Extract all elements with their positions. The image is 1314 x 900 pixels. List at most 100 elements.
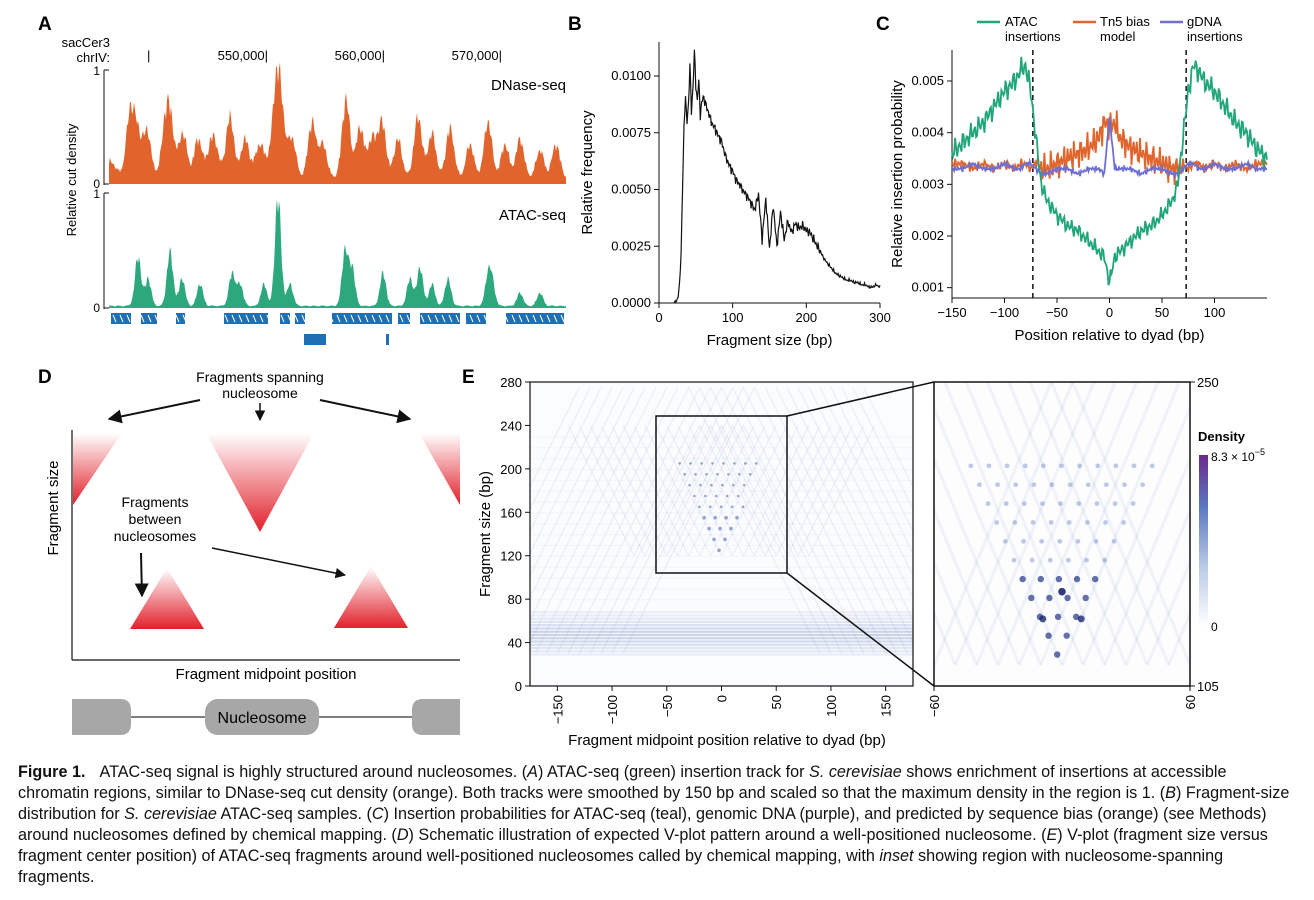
gene-block: [466, 313, 486, 324]
colorbar-title: Density: [1198, 429, 1246, 444]
heatmap-band: [530, 633, 913, 637]
caption-text: ATAC-seq signal is highly structured aro…: [18, 763, 1289, 886]
vplot-axes: −150 −100 −50 0 50 100 150 0 40 80 120 160 200 240 280: [500, 375, 893, 724]
x-tick-label: −150: [550, 695, 565, 724]
inset-region-box: [655, 415, 788, 574]
panel-a: A sacCer3 chrIV: | 550,000| 560,000| 570…: [38, 14, 566, 345]
heatmap-stripe: [797, 425, 865, 556]
inset-spot: [986, 463, 992, 469]
y-tick-label: 0.0000: [611, 295, 651, 310]
heatmap-band: [530, 479, 913, 481]
y-tick-label: 0.002: [911, 228, 944, 243]
gene-strand-mark: [168, 314, 173, 323]
heatmap-stripe: [530, 387, 657, 644]
gene-strand-mark: [329, 314, 334, 323]
heatmap-spot: [741, 505, 745, 509]
heatmap-spot: [702, 515, 707, 520]
inset-stripe: [934, 455, 1021, 666]
heatmap-band: [530, 614, 913, 617]
gene-block: [176, 313, 185, 324]
heatmap-stripe: [655, 425, 723, 556]
heatmap-stripe: [709, 387, 843, 654]
arrow-right: [319, 399, 412, 424]
gene-strand-mark: [294, 314, 299, 323]
heatmap-band: [530, 640, 913, 643]
heatmap-band: [530, 523, 913, 525]
caption-segment: ) ATAC-seq (green) insertion track for: [537, 763, 810, 781]
gene-strand-mark: [441, 314, 446, 323]
heatmap-spot: [735, 515, 739, 520]
heatmap-stripe: [852, 387, 913, 511]
inset-spot: [1021, 538, 1026, 544]
inset-spot: [1040, 463, 1046, 469]
inset-spot: [1021, 501, 1027, 506]
caption-segment: B: [1165, 784, 1176, 802]
inset-spot: [1003, 501, 1009, 506]
between-label: between: [129, 511, 182, 527]
colorbar: [1199, 455, 1208, 627]
v-shape-center: [206, 433, 314, 532]
heatmap-stripe: [633, 425, 701, 556]
inset-spot: [1076, 501, 1082, 506]
zoom-line-bottom: [786, 572, 935, 687]
inset-spot: [1077, 463, 1082, 469]
legend-label: insertions: [1187, 29, 1243, 44]
heatmap-spot: [722, 462, 725, 465]
heatmap-spot: [708, 505, 712, 509]
panel-b-letter: B: [568, 14, 582, 35]
gene-strand-mark: [140, 314, 145, 323]
colorbar-max-exponent: −5: [1255, 447, 1265, 457]
atac-ymin: 0: [93, 301, 100, 315]
panel-d: D Fragments spanning nucleosome Fragment…: [38, 367, 460, 735]
heatmap-spot: [717, 548, 721, 553]
inset-stripe: [1103, 455, 1190, 666]
caption-segment: ) Schematic illustration of expected V-p…: [408, 826, 1047, 844]
heatmap-band: [530, 637, 913, 640]
caption-segment: A: [527, 763, 538, 781]
gene-strand-mark: [203, 314, 208, 323]
inset-stripe: [934, 609, 957, 666]
inset-spot: [1103, 482, 1109, 488]
heatmap-spot: [699, 483, 702, 487]
gene-strand-mark: [147, 314, 152, 323]
legend-label: Tn5 bias: [1100, 14, 1150, 29]
inset-spot: [1066, 557, 1071, 563]
x-tick-label: 300: [869, 310, 891, 325]
panel-a-ylabel: Relative cut density: [64, 123, 79, 236]
legend-label: gDNA: [1187, 14, 1222, 29]
inset-spot: [1012, 520, 1018, 525]
legend-gdna: gDNA insertions: [1160, 14, 1243, 44]
heatmap-spot: [725, 494, 729, 498]
gene-block: [386, 334, 389, 345]
heatmap-stripe: [567, 387, 701, 654]
frequency-line: [673, 49, 881, 304]
inset-spot: [1082, 594, 1089, 602]
gene-strand-mark: [399, 314, 404, 323]
gene-block: [332, 313, 392, 324]
gene-strand-mark: [336, 314, 341, 323]
heatmap-stripe: [863, 387, 913, 489]
zoom-line-top: [786, 381, 935, 417]
y-tick-label: 160: [500, 505, 522, 520]
inset-stripe: [1145, 558, 1190, 666]
inset-marks: [934, 382, 1190, 666]
heatmap-stripe: [530, 387, 602, 533]
x-tick-label: 200: [795, 310, 817, 325]
heatmap-spot: [711, 462, 714, 465]
inset-spot: [1019, 575, 1026, 583]
heatmap-band: [530, 555, 913, 557]
gene-strand-mark: [350, 314, 355, 323]
gene-strand-mark: [196, 314, 201, 323]
inset-spot: [995, 482, 1000, 488]
x-tick-label: 0: [715, 695, 730, 702]
gene-strand-mark: [413, 314, 418, 323]
heatmap-band: [530, 620, 913, 624]
arrow-between-right: [211, 547, 347, 579]
heatmap-band: [530, 646, 913, 650]
inset-stripe: [1124, 506, 1190, 666]
caption-segment: shows enrichment of insertions at access…: [18, 763, 1227, 802]
heatmap-band: [530, 534, 913, 536]
heatmap-band: [530, 643, 913, 646]
heatmap-band: [530, 617, 913, 620]
panel-c: C ATAC insertions Tn5 bias model gDNA in…: [876, 14, 1268, 344]
